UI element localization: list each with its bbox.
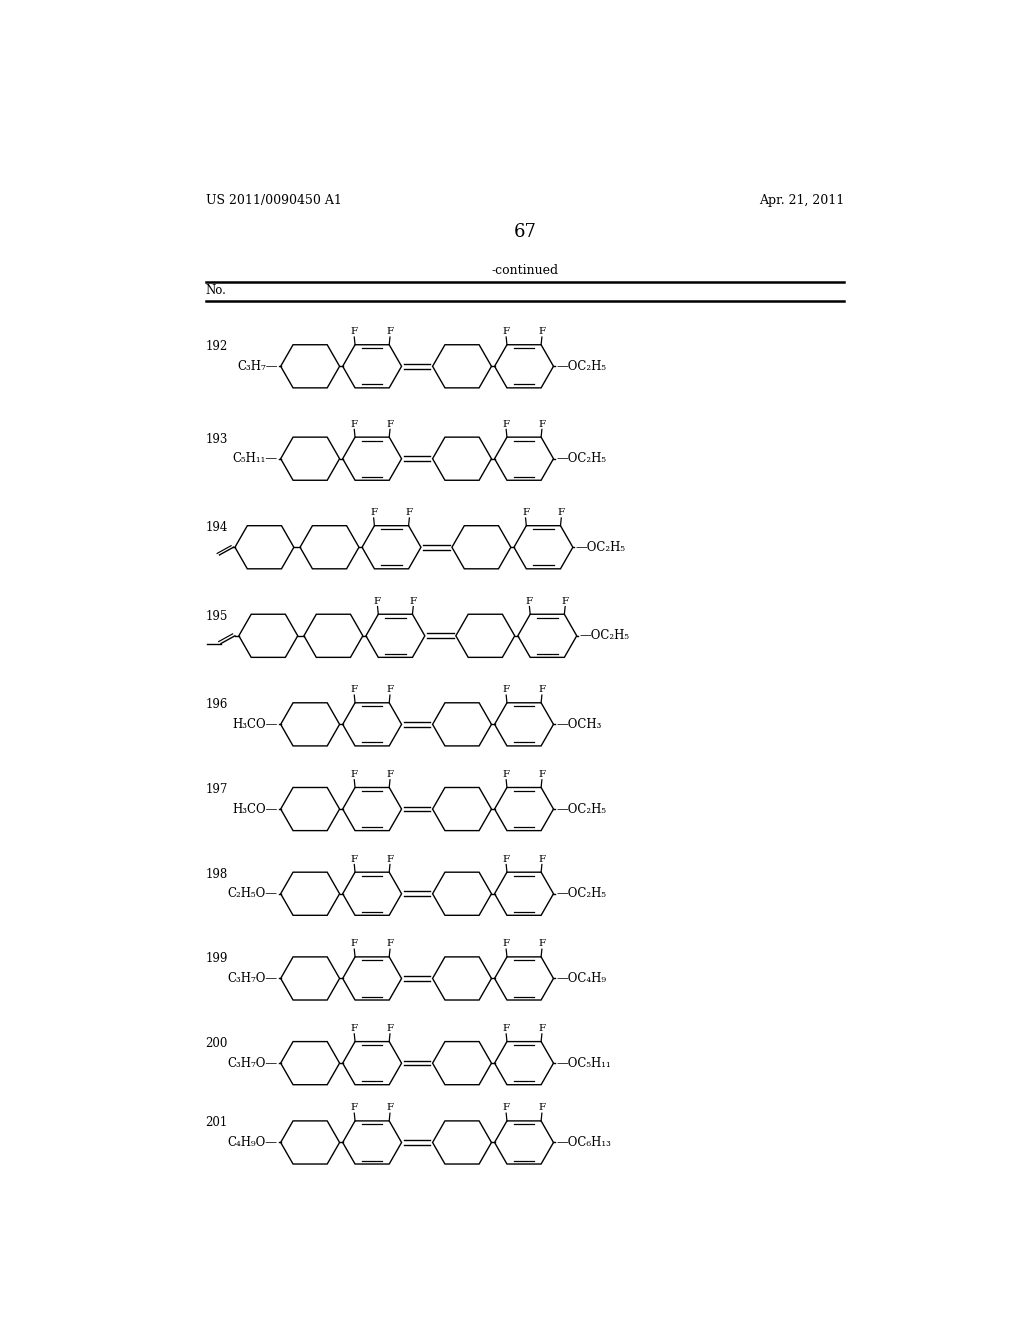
Text: —OC₅H₁₁: —OC₅H₁₁ — [557, 1056, 611, 1069]
Text: F: F — [386, 1024, 393, 1034]
Text: 196: 196 — [206, 698, 228, 711]
Text: F: F — [503, 855, 510, 863]
Text: F: F — [539, 1024, 546, 1034]
Text: F: F — [503, 1104, 510, 1113]
Text: F: F — [350, 770, 357, 779]
Text: F: F — [350, 1024, 357, 1034]
Text: 194: 194 — [206, 521, 228, 535]
Text: F: F — [503, 327, 510, 337]
Text: —OC₂H₅: —OC₂H₅ — [557, 887, 606, 900]
Text: —OC₂H₅: —OC₂H₅ — [575, 541, 626, 554]
Text: —OC₂H₅: —OC₂H₅ — [557, 453, 606, 465]
Text: H₃CO—: H₃CO— — [232, 718, 278, 731]
Text: F: F — [386, 685, 393, 694]
Text: C₅H₁₁—: C₅H₁₁— — [232, 453, 278, 465]
Text: F: F — [350, 420, 357, 429]
Text: —OCH₃: —OCH₃ — [557, 718, 602, 731]
Text: C₂H₅O—: C₂H₅O— — [227, 887, 278, 900]
Text: F: F — [350, 940, 357, 948]
Text: F: F — [406, 508, 413, 517]
Text: —OC₂H₅: —OC₂H₅ — [557, 803, 606, 816]
Text: F: F — [539, 770, 546, 779]
Text: F: F — [539, 685, 546, 694]
Text: 192: 192 — [206, 341, 227, 354]
Text: F: F — [386, 940, 393, 948]
Text: H₃CO—: H₃CO— — [232, 803, 278, 816]
Text: F: F — [558, 508, 565, 517]
Text: F: F — [386, 770, 393, 779]
Text: F: F — [561, 597, 568, 606]
Text: F: F — [410, 597, 417, 606]
Text: -continued: -continued — [492, 264, 558, 277]
Text: —OC₆H₁₃: —OC₆H₁₃ — [557, 1137, 611, 1148]
Text: F: F — [522, 508, 529, 517]
Text: F: F — [386, 855, 393, 863]
Text: C₃H₇O—: C₃H₇O— — [227, 1056, 278, 1069]
Text: 67: 67 — [513, 223, 537, 240]
Text: F: F — [503, 420, 510, 429]
Text: F: F — [350, 685, 357, 694]
Text: 199: 199 — [206, 952, 228, 965]
Text: F: F — [539, 940, 546, 948]
Text: US 2011/0090450 A1: US 2011/0090450 A1 — [206, 194, 341, 207]
Text: C₃H₇O—: C₃H₇O— — [227, 972, 278, 985]
Text: 193: 193 — [206, 433, 228, 446]
Text: F: F — [503, 940, 510, 948]
Text: 195: 195 — [206, 610, 228, 623]
Text: F: F — [386, 1104, 393, 1113]
Text: C₄H₉O—: C₄H₉O— — [227, 1137, 278, 1148]
Text: —OC₄H₉: —OC₄H₉ — [557, 972, 606, 985]
Text: 198: 198 — [206, 867, 227, 880]
Text: —OC₂H₅: —OC₂H₅ — [557, 360, 606, 372]
Text: F: F — [539, 855, 546, 863]
Text: —OC₂H₅: —OC₂H₅ — [580, 630, 630, 643]
Text: C₃H₇—: C₃H₇— — [238, 360, 278, 372]
Text: F: F — [386, 327, 393, 337]
Text: F: F — [526, 597, 532, 606]
Text: No.: No. — [206, 284, 226, 297]
Text: F: F — [539, 327, 546, 337]
Text: F: F — [503, 770, 510, 779]
Text: F: F — [539, 420, 546, 429]
Text: F: F — [350, 1104, 357, 1113]
Text: Apr. 21, 2011: Apr. 21, 2011 — [759, 194, 844, 207]
Text: F: F — [539, 1104, 546, 1113]
Text: F: F — [370, 508, 377, 517]
Text: F: F — [350, 327, 357, 337]
Text: F: F — [350, 855, 357, 863]
Text: 201: 201 — [206, 1117, 227, 1130]
Text: F: F — [374, 597, 381, 606]
Text: 197: 197 — [206, 783, 228, 796]
Text: F: F — [503, 1024, 510, 1034]
Text: F: F — [503, 685, 510, 694]
Text: F: F — [386, 420, 393, 429]
Text: 200: 200 — [206, 1038, 228, 1049]
